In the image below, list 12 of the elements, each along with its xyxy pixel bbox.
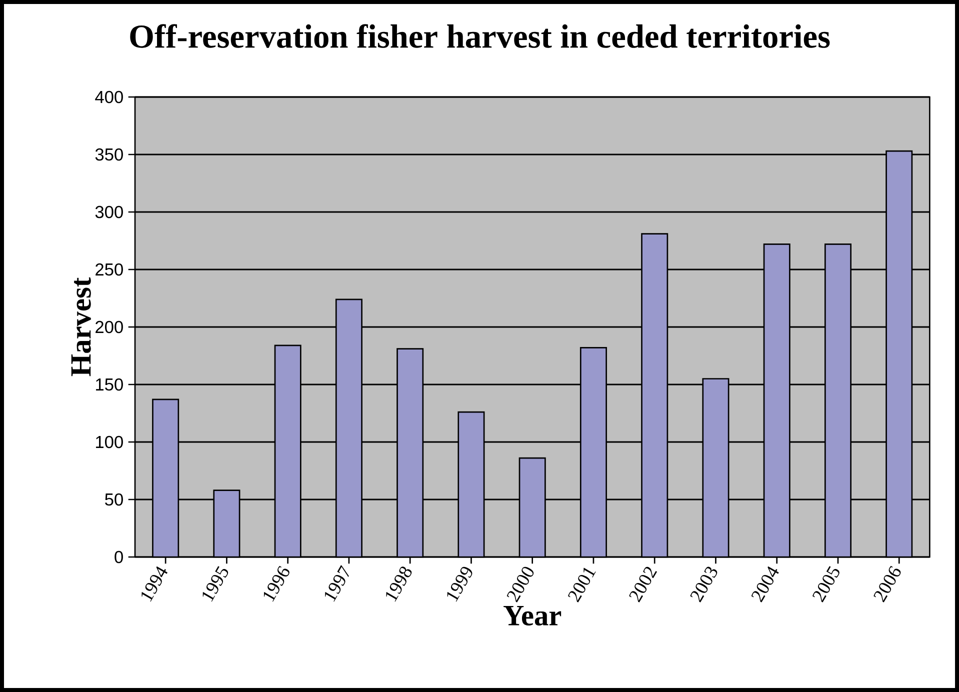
x-axis-title: Year	[504, 606, 562, 626]
y-tick-label: 100	[96, 436, 123, 448]
chart-title: Off-reservation fisher harvest in ceded territories	[130, 24, 830, 48]
y-tick-label: 50	[105, 493, 123, 506]
y-tick-label: 200	[96, 320, 123, 334]
y-tick-label: 150	[96, 378, 123, 391]
y-tick-label: 0	[114, 550, 123, 564]
y-tick-label: 350	[95, 148, 123, 161]
y-tick-label: 400	[95, 90, 123, 104]
y-tick-label: 250	[96, 263, 123, 276]
y-axis-title: Harvest	[71, 277, 91, 376]
y-tick-label: 300	[95, 206, 123, 218]
